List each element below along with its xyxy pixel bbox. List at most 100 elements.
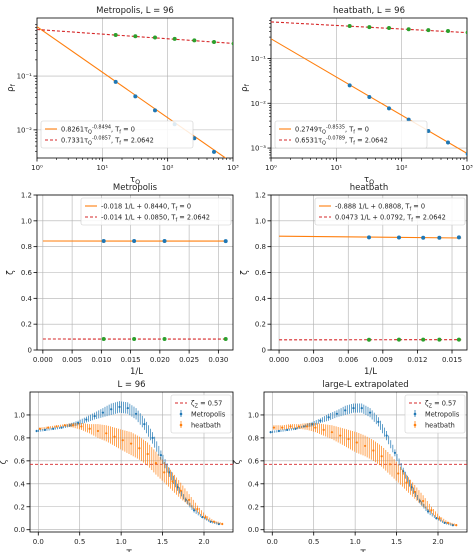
x-tick-label: 10² [396, 164, 408, 172]
data-point [380, 455, 383, 458]
x-axis-label: τQ​ [130, 175, 140, 186]
data-point [330, 431, 334, 434]
data-point [406, 117, 411, 122]
data-point [396, 235, 401, 240]
data-point [153, 108, 158, 113]
data-point [272, 426, 276, 429]
y-tick-label: 0.8 [248, 434, 259, 442]
data-point [446, 140, 451, 145]
y-tick-label: 1.0 [14, 411, 25, 419]
x-tick-label: 10¹ [96, 164, 108, 172]
y-tick-label: 10⁻¹ [17, 73, 33, 81]
data-point [368, 411, 372, 414]
data-point [93, 414, 96, 418]
data-point [221, 522, 224, 526]
data-point [143, 423, 146, 426]
legend-label: 0.6531τQ​-0.0789​, Tf​ = 2.0642 [295, 136, 388, 147]
y-tick-label: 0.6 [14, 457, 26, 465]
legend-label: Metropolis [191, 411, 226, 419]
chart-p3: 0.000 0.005 0.010 0.015 0.020 0.025 0.030 0 0.2 0… [6, 183, 234, 377]
y-axis-label: ζ [233, 459, 243, 464]
data-point [397, 472, 400, 475]
y-axis-label: ρf​ [6, 83, 17, 91]
legend-label: Metropolis [425, 411, 460, 419]
data-point [327, 416, 330, 419]
data-point [179, 489, 182, 492]
data-point [355, 441, 358, 444]
x-tick-label: 10⁰ [265, 164, 277, 172]
data-point [344, 409, 347, 412]
x-tick-label: 0.0 [267, 538, 278, 546]
x-tick-label: 0.015 [121, 356, 141, 364]
x-tick-label: 0.020 [150, 356, 170, 364]
data-point [430, 509, 433, 512]
data-point [319, 419, 322, 422]
chart-p4: 0.000 0.003 0.006 0.009 0.012 0.015 0 0.2 0.4 0.6… [240, 183, 468, 377]
plot-area [264, 403, 467, 527]
x-tick-label: 0.015 [442, 356, 462, 364]
data-point [162, 238, 167, 243]
data-point [101, 411, 105, 414]
x-tick-label: 0.006 [338, 356, 359, 364]
y-tick-label: 0.8 [255, 243, 266, 251]
plot-frame [263, 391, 468, 533]
y-tick-label: 0.0 [248, 526, 259, 534]
chart-title: Metropolis [113, 183, 158, 193]
legend-label: -0.888 1/L + 0.8808, Tf​ = 0 [335, 203, 425, 213]
data-point [204, 515, 207, 519]
data-point [335, 412, 339, 415]
plot-frame [270, 17, 468, 159]
data-point [347, 83, 352, 88]
data-point [367, 25, 372, 30]
data-point [413, 490, 416, 493]
y-tick-label: 10⁻³ [251, 145, 267, 153]
data-point [377, 420, 380, 423]
data-point [132, 337, 137, 342]
chart-p1: 10⁰ 10¹ 10² 10³ 10⁻² 10⁻¹ Metropolis, L = 96 τQ… [6, 6, 239, 186]
data-point [85, 418, 88, 421]
data-point [223, 239, 228, 244]
x-tick-label: 10⁰ [31, 164, 43, 172]
data-point [269, 431, 272, 434]
legend-box [40, 120, 194, 149]
y-tick-label: 1.2 [21, 192, 32, 200]
chart-p2: 10⁰ 10¹ 10² 10³ 10⁻³ 10⁻² 10⁻¹ heatbath, L = 96… [240, 6, 473, 186]
x-axis-label: τQ​ [364, 175, 374, 186]
y-axis-label: ρf​ [240, 83, 251, 91]
data-point [121, 439, 124, 442]
y-tick-label: 10⁻² [17, 126, 33, 134]
chart-p5: 0.0 0.5 1.0 1.5 2.0 0.0 0.2 0.4 0.6 0.8 1.0 L = 96 T… [0, 380, 234, 552]
x-tick-label: 0.0 [33, 538, 44, 546]
x-tick-label: 2.0 [198, 538, 209, 546]
data-point [347, 437, 350, 441]
x-axis-label: Tf​ [126, 549, 135, 552]
data-point [118, 405, 121, 409]
data-point [209, 520, 212, 523]
legend-marker [413, 412, 417, 416]
y-tick-label: 0.4 [14, 480, 26, 488]
data-point [438, 517, 441, 520]
data-point [171, 480, 174, 483]
legend-box [314, 197, 466, 226]
data-point [71, 424, 75, 427]
data-point [426, 510, 430, 513]
data-point [393, 451, 397, 454]
x-tick-label: 0.009 [373, 356, 393, 364]
legend-label: ζZ​ = 0.57 [191, 400, 222, 410]
y-tick-label: 0.4 [248, 480, 260, 488]
data-point [314, 426, 317, 429]
plot-area [37, 26, 233, 158]
x-axis-label: Tf​ [360, 549, 369, 552]
data-point [405, 481, 408, 484]
data-point [63, 424, 66, 427]
x-tick-label: 0.003 [304, 356, 324, 364]
data-point [126, 406, 129, 410]
legend-label: heatbath [425, 422, 455, 430]
data-point [437, 337, 442, 342]
data-point [421, 499, 425, 503]
data-point [163, 471, 166, 474]
data-point [426, 129, 431, 134]
x-tick-label: 10³ [461, 164, 473, 172]
data-point [47, 426, 50, 429]
y-tick-label: 0.2 [248, 503, 259, 511]
